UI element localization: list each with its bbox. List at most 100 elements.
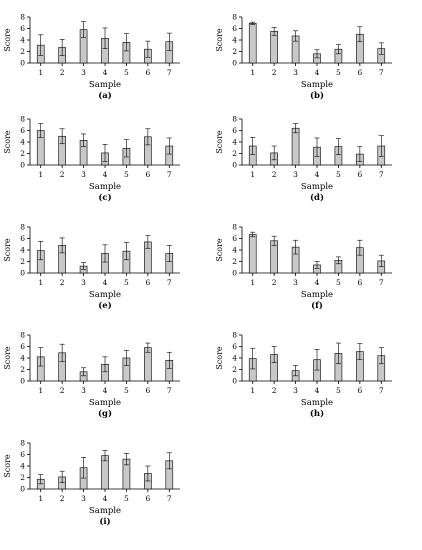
panel-c: 0 2 4 6 8 1 2 3 4 5 6 7 Score Sample(c) bbox=[3, 115, 180, 203]
x-tick-label: 5 bbox=[336, 170, 341, 179]
x-tick-label: 2 bbox=[60, 278, 65, 287]
y-axis-title: Score bbox=[215, 130, 224, 154]
y-tick-label: 8 bbox=[20, 439, 25, 448]
y-tick-label: 4 bbox=[20, 138, 25, 147]
panel-label: (c) bbox=[98, 192, 111, 203]
y-tick-label: 6 bbox=[232, 234, 237, 243]
x-tick-label: 2 bbox=[60, 494, 65, 503]
x-tick-label: 7 bbox=[379, 278, 384, 287]
x-tick-label: 3 bbox=[81, 68, 86, 77]
panel-label: (b) bbox=[310, 90, 324, 101]
x-axis-title: Sample bbox=[301, 290, 333, 300]
panel-h: 0 2 4 6 8 1 2 3 4 5 6 7 Score Sample(h) bbox=[215, 331, 392, 419]
y-axis-title: Score bbox=[3, 454, 12, 478]
x-axis-title: Sample bbox=[89, 290, 121, 300]
x-tick-label: 1 bbox=[38, 68, 43, 77]
x-tick-label: 7 bbox=[167, 68, 172, 77]
x-tick-label: 3 bbox=[293, 68, 298, 77]
y-tick-label: 4 bbox=[232, 246, 237, 255]
y-tick-label: 6 bbox=[20, 234, 25, 243]
x-tick-label: 1 bbox=[250, 170, 255, 179]
x-tick-label: 4 bbox=[103, 494, 108, 503]
x-tick-label: 7 bbox=[167, 278, 172, 287]
x-tick-label: 7 bbox=[167, 386, 172, 395]
bar-sample-6 bbox=[144, 347, 152, 382]
y-tick-label: 0 bbox=[232, 269, 237, 278]
x-tick-label: 2 bbox=[60, 68, 65, 77]
y-tick-label: 8 bbox=[232, 13, 237, 22]
x-axis-title: Sample bbox=[301, 80, 333, 90]
y-tick-label: 2 bbox=[232, 365, 237, 374]
x-tick-label: 3 bbox=[293, 278, 298, 287]
x-tick-label: 6 bbox=[357, 68, 362, 77]
y-tick-label: 4 bbox=[232, 138, 237, 147]
x-tick-label: 7 bbox=[379, 68, 384, 77]
x-tick-label: 6 bbox=[357, 386, 362, 395]
x-tick-label: 3 bbox=[293, 170, 298, 179]
panel-label: (f) bbox=[311, 300, 323, 311]
bar-sample-1 bbox=[248, 234, 257, 274]
y-tick-label: 8 bbox=[20, 223, 25, 232]
x-tick-label: 4 bbox=[315, 68, 320, 77]
x-tick-label: 4 bbox=[315, 278, 320, 287]
x-tick-label: 5 bbox=[124, 68, 129, 77]
y-tick-label: 6 bbox=[232, 342, 237, 351]
x-tick-label: 7 bbox=[379, 170, 384, 179]
x-tick-label: 2 bbox=[60, 386, 65, 395]
x-tick-label: 2 bbox=[272, 68, 277, 77]
x-tick-label: 3 bbox=[81, 386, 86, 395]
x-tick-label: 5 bbox=[336, 68, 341, 77]
y-tick-label: 0 bbox=[232, 161, 237, 170]
x-axis-title: Sample bbox=[301, 182, 333, 192]
panel-label: (d) bbox=[310, 192, 324, 203]
y-tick-label: 8 bbox=[20, 331, 25, 340]
panel-e: 0 2 4 6 8 1 2 3 4 5 6 7 Score Sample(e) bbox=[3, 223, 180, 311]
x-tick-label: 3 bbox=[81, 278, 86, 287]
y-axis-title: Score bbox=[3, 238, 12, 262]
x-tick-label: 7 bbox=[167, 170, 172, 179]
x-tick-label: 5 bbox=[124, 386, 129, 395]
bar-sample-2 bbox=[270, 31, 278, 64]
y-tick-label: 2 bbox=[20, 473, 25, 482]
x-tick-label: 4 bbox=[103, 68, 108, 77]
y-tick-label: 4 bbox=[20, 36, 25, 45]
x-tick-label: 5 bbox=[124, 278, 129, 287]
x-tick-label: 3 bbox=[293, 386, 298, 395]
y-tick-label: 8 bbox=[232, 331, 237, 340]
x-tick-label: 1 bbox=[250, 278, 255, 287]
x-tick-label: 6 bbox=[145, 170, 150, 179]
x-tick-label: 2 bbox=[272, 278, 277, 287]
x-tick-label: 7 bbox=[379, 386, 384, 395]
y-tick-label: 2 bbox=[20, 257, 25, 266]
x-tick-label: 6 bbox=[145, 386, 150, 395]
x-tick-label: 5 bbox=[336, 278, 341, 287]
x-tick-label: 1 bbox=[38, 494, 43, 503]
y-axis-title: Score bbox=[3, 346, 12, 370]
x-axis-title: Sample bbox=[301, 398, 333, 408]
x-tick-label: 4 bbox=[103, 170, 108, 179]
y-tick-label: 2 bbox=[232, 149, 237, 158]
y-tick-label: 8 bbox=[232, 115, 237, 124]
x-axis-title: Sample bbox=[89, 182, 121, 192]
y-tick-label: 0 bbox=[20, 59, 25, 68]
y-tick-label: 0 bbox=[20, 269, 25, 278]
y-tick-label: 6 bbox=[20, 126, 25, 135]
y-axis-title: Score bbox=[3, 130, 12, 154]
panel-label: (g) bbox=[98, 408, 112, 419]
panel-label: (h) bbox=[310, 408, 324, 419]
y-tick-label: 6 bbox=[20, 24, 25, 33]
x-tick-label: 6 bbox=[145, 278, 150, 287]
panel-g: 0 2 4 6 8 1 2 3 4 5 6 7 Score Sample(g) bbox=[3, 331, 180, 419]
x-tick-label: 1 bbox=[38, 278, 43, 287]
x-tick-label: 4 bbox=[103, 386, 108, 395]
y-tick-label: 2 bbox=[232, 257, 237, 266]
x-tick-label: 6 bbox=[145, 494, 150, 503]
panel-i: 0 2 4 6 8 1 2 3 4 5 6 7 Score Sample(i) bbox=[3, 439, 180, 527]
x-tick-label: 4 bbox=[315, 386, 320, 395]
panel-label: (i) bbox=[99, 516, 110, 527]
x-tick-label: 1 bbox=[250, 68, 255, 77]
y-tick-label: 2 bbox=[232, 47, 237, 56]
y-tick-label: 8 bbox=[20, 115, 25, 124]
panel-b: 0 2 4 6 8 1 2 3 4 5 6 7 Score Sample(b) bbox=[215, 13, 392, 101]
